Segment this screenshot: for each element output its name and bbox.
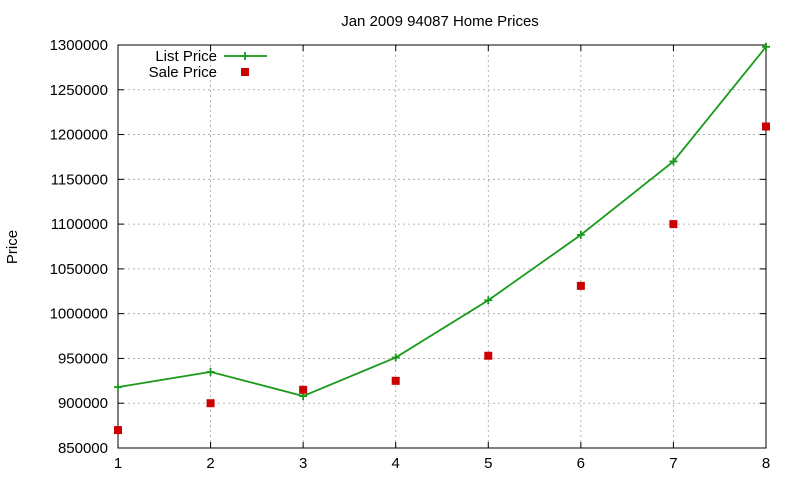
plot-area xyxy=(114,42,770,435)
sale-price-point xyxy=(114,426,122,435)
y-tick-label: 1050000 xyxy=(50,261,108,278)
x-tick-label: 6 xyxy=(577,455,585,472)
list-price-point xyxy=(762,42,770,51)
y-tick-label: 850000 xyxy=(58,440,108,457)
sale-price-point xyxy=(299,385,308,394)
list-price-point xyxy=(391,353,400,362)
list-price-point xyxy=(669,157,678,166)
plot-border xyxy=(117,44,767,449)
list-price-point xyxy=(206,367,215,376)
list-price-point xyxy=(114,383,122,392)
y-tick-label: 1250000 xyxy=(50,82,108,99)
chart-title: Jan 2009 94087 Home Prices xyxy=(341,13,539,30)
y-tick-label: 1100000 xyxy=(51,216,108,233)
x-tick-label: 8 xyxy=(762,455,770,472)
x-tick-label: 1 xyxy=(114,455,122,472)
legend-marker-plus xyxy=(241,52,249,60)
series-line-list-price xyxy=(117,46,767,398)
legend-label: Sale Price xyxy=(149,64,217,81)
sale-price-point xyxy=(576,281,585,290)
y-tick-label: 1200000 xyxy=(50,127,108,144)
x-tick-label: 5 xyxy=(484,455,492,472)
y-tick-label: 1150000 xyxy=(51,171,108,188)
sale-price-point xyxy=(391,376,400,385)
x-tick-label: 7 xyxy=(669,455,677,472)
sale-price-point xyxy=(206,399,215,408)
sale-price-point xyxy=(484,351,493,360)
legend-label: List Price xyxy=(155,48,217,65)
y-axis-label: Price xyxy=(4,230,21,264)
grid xyxy=(118,45,766,448)
x-tick-label: 4 xyxy=(392,455,400,472)
sale-price-point xyxy=(669,220,678,229)
sale-price-point xyxy=(762,122,770,131)
y-tick-label: 1300000 xyxy=(50,37,108,54)
legend-marker-square xyxy=(241,68,249,76)
y-tick-label: 1000000 xyxy=(50,306,108,323)
axis-ticks: 1 2 3 4 5 6 7 8 850000 900000 950000 1000000 1050000… xyxy=(50,37,771,472)
list-price-point xyxy=(484,296,493,305)
x-tick-label: 3 xyxy=(299,455,307,472)
x-tick-label: 2 xyxy=(206,455,214,472)
list-price-point xyxy=(576,230,585,239)
y-tick-label: 900000 xyxy=(58,395,108,412)
y-tick-label: 950000 xyxy=(58,350,108,367)
